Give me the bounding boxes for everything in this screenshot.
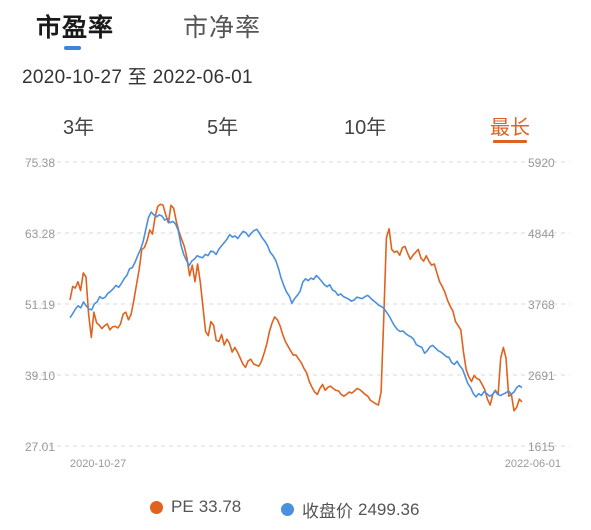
price-legend-dot xyxy=(281,503,294,516)
price-series-line xyxy=(69,211,523,398)
tab-pe-ratio[interactable]: 市盈率 xyxy=(36,14,115,42)
y-right-tick-label: 3768 xyxy=(528,298,555,312)
legend-item-pe: PE 33.78 xyxy=(150,497,241,517)
legend-pe-value: 33.78 xyxy=(198,497,242,516)
range-tab-3y[interactable]: 3年 xyxy=(63,117,95,139)
y-right-tick-label: 4844 xyxy=(528,227,555,241)
chart-legend: PE 33.78 收盘价 2499.36 xyxy=(0,495,591,523)
x-end-label: 2022-06-01 xyxy=(505,458,561,470)
y-left-tick-label: 63.28 xyxy=(25,227,55,241)
y-right-tick-label: 2691 xyxy=(528,369,555,383)
y-right-tick-label: 1615 xyxy=(528,440,555,454)
range-tab-5y[interactable]: 5年 xyxy=(207,117,239,139)
y-left-tick-label: 27.01 xyxy=(25,440,55,454)
tab-pb-ratio[interactable]: 市净率 xyxy=(183,14,262,42)
pe-legend-dot xyxy=(150,500,163,514)
date-range-label: 2020-10-27 至 2022-06-01 xyxy=(22,67,253,88)
legend-pe-name: PE xyxy=(171,497,194,516)
x-start-label: 2020-10-27 xyxy=(70,458,126,470)
legend-price-value: 2499.36 xyxy=(358,499,420,519)
y-left-tick-label: 51.19 xyxy=(25,298,55,312)
pe-series-line xyxy=(69,203,523,412)
y-left-tick-label: 39.10 xyxy=(25,369,55,383)
active-tab-indicator xyxy=(64,46,81,50)
selected-range-indicator xyxy=(493,140,527,143)
pe-price-chart[interactable]: 75.38 5920 63.28 4844 51.19 3768 39.10 2691 27.0… xyxy=(0,150,591,475)
y-left-tick-label: 75.38 xyxy=(25,156,55,170)
range-tab-max[interactable]: 最长 xyxy=(490,117,530,139)
range-tab-10y[interactable]: 10年 xyxy=(344,117,387,139)
legend-item-price: 收盘价 2499.36 xyxy=(281,497,419,522)
y-right-tick-label: 5920 xyxy=(528,156,555,170)
valuation-type-tabs: 市盈率 市净率 xyxy=(0,0,591,60)
time-range-tabs: 3年 5年 10年 最长 xyxy=(0,108,591,148)
legend-price-name: 收盘价 xyxy=(302,502,353,521)
